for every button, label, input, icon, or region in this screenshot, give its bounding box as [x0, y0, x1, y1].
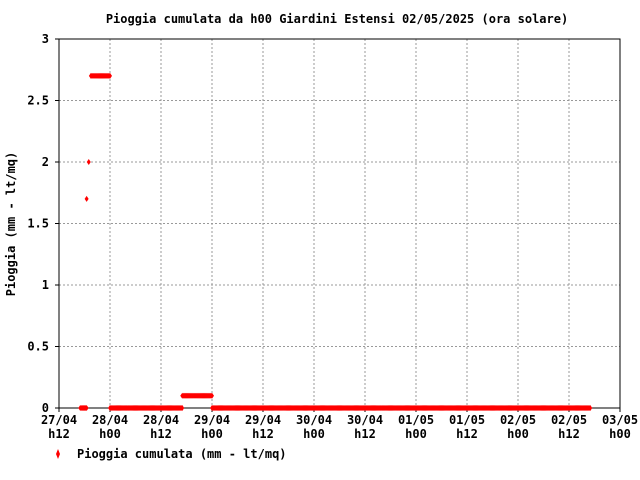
grid-lines	[59, 39, 620, 408]
x-tick-label-hour: h12	[456, 427, 478, 441]
x-tick-label-day: 03/05	[602, 413, 638, 427]
legend-marker	[56, 449, 60, 459]
data-point	[84, 195, 89, 202]
y-tick-label: 1.5	[27, 217, 49, 231]
legend-label: Pioggia cumulata (mm - lt/mq)	[77, 447, 287, 461]
legend: Pioggia cumulata (mm - lt/mq)	[56, 447, 287, 461]
x-tick-label-hour: h12	[558, 427, 580, 441]
data-point	[86, 159, 91, 165]
x-tick-label-day: 01/05	[398, 413, 434, 427]
y-tick-label: 1	[42, 278, 49, 292]
x-axis: 27/04h1228/04h0028/04h1229/04h0029/04h12…	[41, 408, 638, 441]
x-tick-label-hour: h00	[405, 427, 427, 441]
y-axis: 0 0.5 1 1.5 2 2.5 3	[27, 32, 59, 415]
x-tick-label-day: 02/05	[551, 413, 587, 427]
data-point	[210, 392, 214, 399]
x-tick-label-day: 30/04	[296, 413, 332, 427]
y-axis-label: Pioggia (mm - lt/mq)	[4, 152, 18, 297]
data-point	[108, 72, 112, 79]
x-tick-label-day: 29/04	[194, 413, 230, 427]
x-tick-label-hour: h00	[609, 427, 631, 441]
data-points	[78, 72, 593, 411]
x-tick-label-day: 01/05	[449, 413, 485, 427]
x-tick-label-day: 28/04	[143, 413, 179, 427]
chart-title: Pioggia cumulata da h00 Giardini Estensi…	[106, 12, 568, 26]
x-tick-label-day: 29/04	[245, 413, 281, 427]
x-tick-label-hour: h12	[354, 427, 376, 441]
x-tick-label-day: 27/04	[41, 413, 77, 427]
x-tick-label-hour: h00	[303, 427, 325, 441]
y-tick-label: 2	[42, 155, 49, 169]
x-tick-label-hour: h12	[252, 427, 274, 441]
x-tick-label-day: 30/04	[347, 413, 383, 427]
y-tick-label: 2.5	[27, 94, 49, 108]
x-tick-label-day: 28/04	[92, 413, 128, 427]
x-tick-label-day: 02/05	[500, 413, 536, 427]
data-point	[84, 405, 89, 411]
x-tick-label-hour: h00	[201, 427, 223, 441]
y-tick-label: 0	[42, 401, 49, 415]
x-tick-label-hour: h00	[99, 427, 121, 441]
data-point	[180, 405, 185, 411]
x-tick-label-hour: h12	[150, 427, 172, 441]
y-tick-label: 3	[42, 32, 49, 46]
x-tick-label-hour: h12	[48, 427, 70, 441]
data-point	[588, 405, 593, 411]
x-tick-label-hour: h00	[507, 427, 529, 441]
y-tick-label: 0.5	[27, 340, 49, 354]
